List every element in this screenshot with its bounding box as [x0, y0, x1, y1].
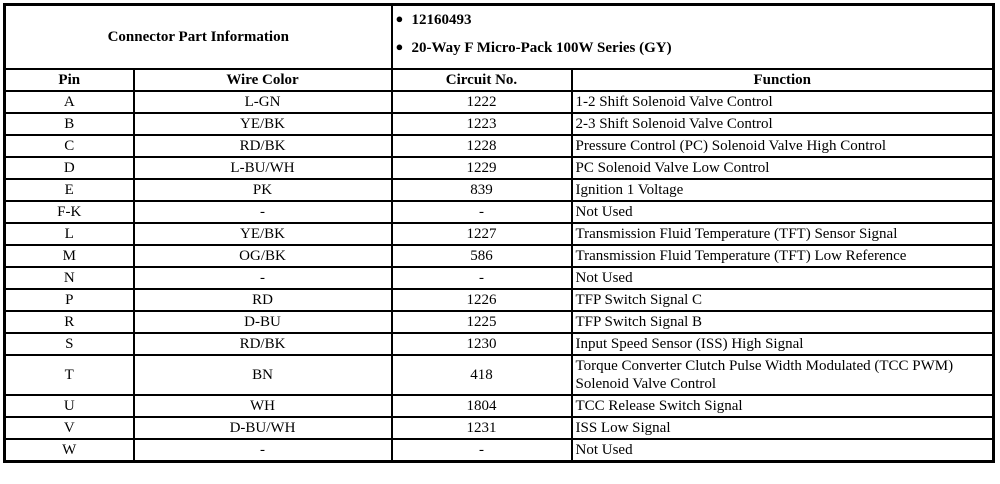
table-row-pin-f-k: F-K - - Not Used	[3, 199, 995, 224]
wire-color-cell: YE/BK	[132, 111, 393, 136]
column-header-pin: Pin	[3, 67, 135, 92]
pin-cell: P	[3, 287, 135, 312]
pin-cell: E	[3, 177, 135, 202]
connector-series-text: 20-Way F Micro-Pack 100W Series (GY)	[411, 40, 672, 57]
connector-part-info-row: Connector Part Information ● 12160493 ● 20…	[3, 3, 995, 70]
pin-cell: S	[3, 331, 135, 356]
table-row-pin-s: S RD/BK 1230 Input Speed Sensor (ISS) Hi…	[3, 331, 995, 356]
wire-color-cell: RD/BK	[132, 331, 393, 356]
wire-color-cell: OG/BK	[132, 243, 393, 268]
table-row-pin-a: A L-GN 1222 1-2 Shift Solenoid Valve Con…	[3, 89, 995, 114]
function-cell: ISS Low Signal	[570, 415, 995, 440]
wire-color-cell: RD/BK	[132, 133, 393, 158]
function-cell: PC Solenoid Valve Low Control	[570, 155, 995, 180]
table-row-pin-d: D L-BU/WH 1229 PC Solenoid Valve Low Con…	[3, 155, 995, 180]
table-row-pin-l: L YE/BK 1227 Transmission Fluid Temperat…	[3, 221, 995, 246]
wire-color-cell: WH	[132, 393, 393, 418]
wire-color-cell: -	[132, 437, 393, 462]
pin-cell: W	[3, 437, 135, 462]
function-cell: Transmission Fluid Temperature (TFT) Low…	[570, 243, 995, 268]
circuit-no-cell: -	[390, 265, 573, 290]
part-number-text: 12160493	[411, 12, 472, 29]
pin-cell: U	[3, 393, 135, 418]
connector-series-item: ● 20-Way F Micro-Pack 100W Series (GY)	[396, 38, 990, 57]
function-cell: 2-3 Shift Solenoid Valve Control	[570, 111, 995, 136]
function-cell: TFP Switch Signal B	[570, 309, 995, 334]
part-number-item: ● 12160493	[396, 10, 990, 29]
function-cell: Transmission Fluid Temperature (TFT) Sen…	[570, 221, 995, 246]
wire-color-cell: D-BU	[132, 309, 393, 334]
column-header-function: Function	[570, 67, 995, 92]
wire-color-cell: RD	[132, 287, 393, 312]
bullet-icon: ●	[395, 11, 404, 27]
pin-cell: M	[3, 243, 135, 268]
circuit-no-cell: 1229	[390, 155, 573, 180]
wire-color-cell: D-BU/WH	[132, 415, 393, 440]
circuit-no-cell: -	[390, 437, 573, 462]
table-row-pin-v: V D-BU/WH 1231 ISS Low Signal	[3, 415, 995, 440]
pin-cell: A	[3, 89, 135, 114]
circuit-no-cell: 1804	[390, 393, 573, 418]
function-cell: TFP Switch Signal C	[570, 287, 995, 312]
circuit-no-cell: 1230	[390, 331, 573, 356]
connector-pinout-table: Connector Part Information ● 12160493 ● 20…	[3, 3, 995, 463]
pin-cell: F-K	[3, 199, 135, 224]
circuit-no-cell: 1227	[390, 221, 573, 246]
circuit-no-cell: 1228	[390, 133, 573, 158]
function-cell: Not Used	[570, 437, 995, 462]
table-row-pin-p: P RD 1226 TFP Switch Signal C	[3, 287, 995, 312]
circuit-no-cell: 1222	[390, 89, 573, 114]
pin-cell: C	[3, 133, 135, 158]
pin-cell: R	[3, 309, 135, 334]
wire-color-cell: -	[132, 265, 393, 290]
circuit-no-cell: 1226	[390, 287, 573, 312]
wire-color-cell: -	[132, 199, 393, 224]
circuit-no-cell: -	[390, 199, 573, 224]
table-row-pin-b: B YE/BK 1223 2-3 Shift Solenoid Valve Co…	[3, 111, 995, 136]
bullet-icon: ●	[395, 39, 404, 55]
function-cell: Not Used	[570, 265, 995, 290]
pin-cell: V	[3, 415, 135, 440]
function-cell: Input Speed Sensor (ISS) High Signal	[570, 331, 995, 356]
function-cell: 1-2 Shift Solenoid Valve Control	[570, 89, 995, 114]
pin-cell: L	[3, 221, 135, 246]
function-cell: TCC Release Switch Signal	[570, 393, 995, 418]
table-row-pin-n: N - - Not Used	[3, 265, 995, 290]
table-row-pin-u: U WH 1804 TCC Release Switch Signal	[3, 393, 995, 418]
wire-color-cell: YE/BK	[132, 221, 393, 246]
circuit-no-cell: 1231	[390, 415, 573, 440]
table-row-pin-m: M OG/BK 586 Transmission Fluid Temperatu…	[3, 243, 995, 268]
circuit-no-cell: 839	[390, 177, 573, 202]
pin-cell: D	[3, 155, 135, 180]
connector-part-info-label: Connector Part Information	[3, 3, 393, 70]
wire-color-cell: BN	[132, 353, 393, 396]
connector-part-info-list: ● 12160493 ● 20-Way F Micro-Pack 100W Seri…	[390, 3, 995, 70]
pin-cell: B	[3, 111, 135, 136]
circuit-no-cell: 418	[390, 353, 573, 396]
wire-color-cell: L-BU/WH	[132, 155, 393, 180]
pin-cell: N	[3, 265, 135, 290]
function-cell: Ignition 1 Voltage	[570, 177, 995, 202]
column-header-wire-color: Wire Color	[132, 67, 393, 92]
table-row-pin-w: W - - Not Used	[3, 437, 995, 462]
function-cell: Pressure Control (PC) Solenoid Valve Hig…	[570, 133, 995, 158]
function-cell: Torque Converter Clutch Pulse Width Modu…	[570, 353, 995, 396]
table-row-pin-c: C RD/BK 1228 Pressure Control (PC) Solen…	[3, 133, 995, 158]
table-row-pin-e: E PK 839 Ignition 1 Voltage	[3, 177, 995, 202]
circuit-no-cell: 1225	[390, 309, 573, 334]
function-cell: Not Used	[570, 199, 995, 224]
wire-color-cell: PK	[132, 177, 393, 202]
pin-cell: T	[3, 353, 135, 396]
wire-color-cell: L-GN	[132, 89, 393, 114]
column-header-circuit-no: Circuit No.	[390, 67, 573, 92]
circuit-no-cell: 586	[390, 243, 573, 268]
table-row-pin-r: R D-BU 1225 TFP Switch Signal B	[3, 309, 995, 334]
table-row-pin-t: T BN 418 Torque Converter Clutch Pulse W…	[3, 353, 995, 396]
circuit-no-cell: 1223	[390, 111, 573, 136]
column-header-row: Pin Wire Color Circuit No. Function	[3, 67, 995, 92]
